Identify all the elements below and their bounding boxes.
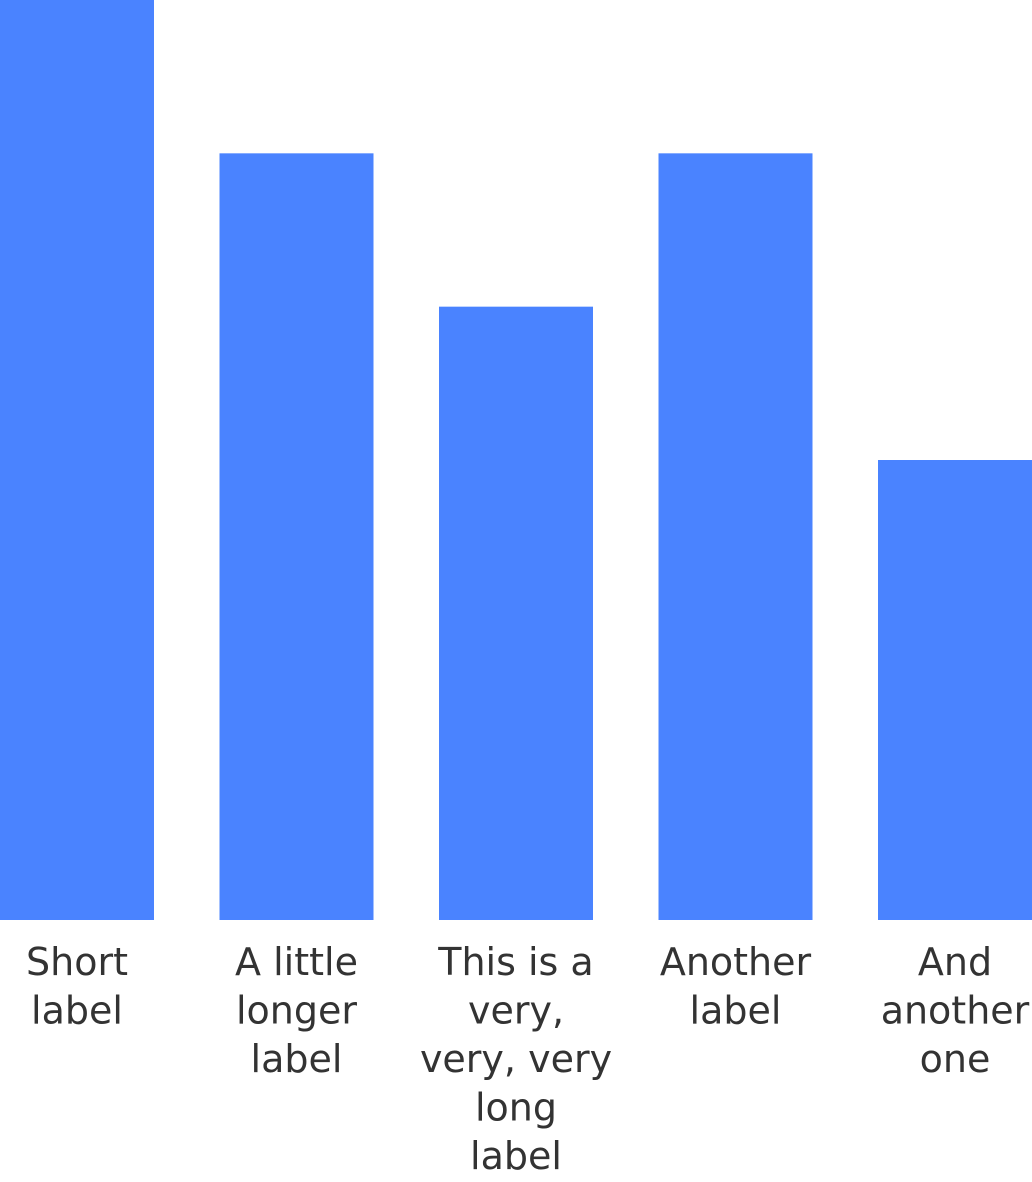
category-label-line: very,: [468, 989, 564, 1033]
category-label: This is a very, very, very long label: [420, 940, 612, 1178]
category-label: A little longer label: [235, 940, 358, 1081]
bar: [219, 153, 374, 921]
category-label-line: label: [31, 989, 123, 1033]
category-label-line: longer: [236, 989, 357, 1033]
category-label-line: another: [881, 989, 1030, 1033]
category-label-line: long: [475, 1086, 557, 1130]
bar: [878, 460, 1032, 920]
category-label-line: A little: [235, 940, 358, 984]
category-label-line: This is a: [437, 940, 593, 984]
bar: [0, 0, 154, 920]
category-label-line: And: [918, 940, 992, 984]
category-label: Short label: [26, 940, 128, 1033]
category-label: And another one: [881, 940, 1030, 1081]
category-label: Another label: [660, 940, 812, 1033]
category-label-line: label: [251, 1037, 343, 1081]
category-label-line: label: [470, 1134, 562, 1178]
category-label-line: Short: [26, 940, 128, 984]
bars-group: [0, 0, 1032, 921]
bar: [439, 306, 593, 921]
category-label-line: one: [920, 1037, 991, 1081]
category-label-line: very, very: [420, 1037, 612, 1081]
category-label-line: Another: [660, 940, 812, 984]
category-label-line: label: [690, 989, 782, 1033]
bar: [658, 153, 813, 921]
